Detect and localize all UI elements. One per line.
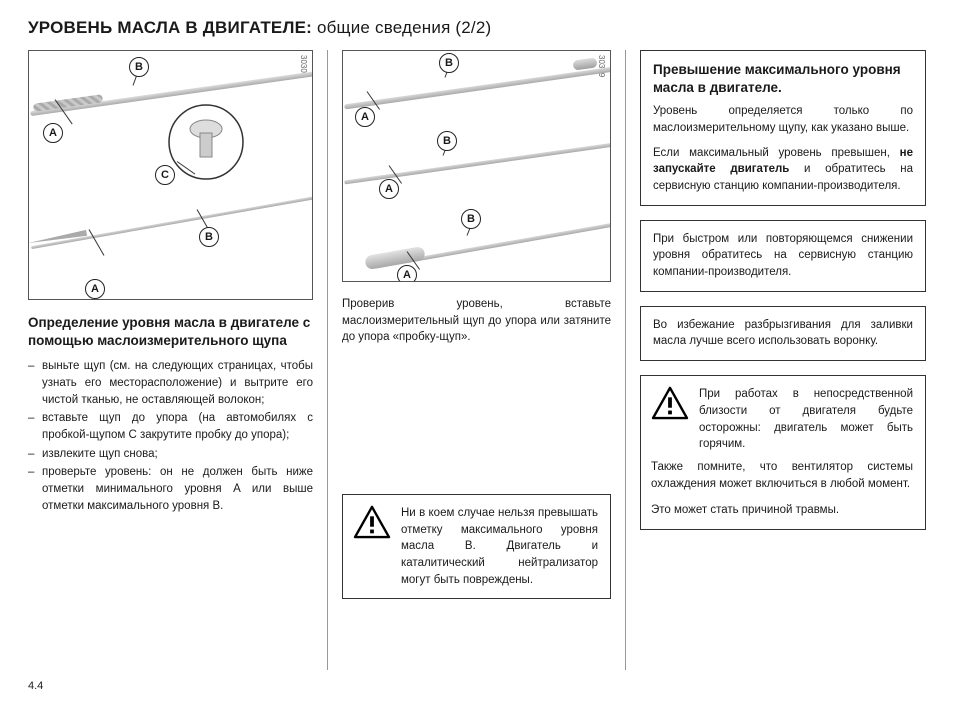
box-funnel: Во избежание разбрызгивания для заливки … (640, 306, 926, 361)
callout-a: A (397, 265, 417, 282)
warning-icon (353, 505, 391, 539)
list-item: проверьте уровень: он не должен быть ниж… (42, 464, 313, 514)
box-rapid-drop: При быстром или повторяющемся снижении у… (640, 220, 926, 292)
list-item: извлеките щуп снова; (42, 446, 313, 463)
box-para: Уровень определяется только по маслоизме… (653, 103, 913, 136)
page-number: 4.4 (28, 680, 43, 692)
figure-1: 30308 A B C A B (28, 50, 313, 300)
columns: 30308 A B C A B Определение уровня (28, 50, 926, 670)
callout-b: B (437, 131, 457, 151)
callout-b: B (199, 227, 219, 247)
page-title: УРОВЕНЬ МАСЛА В ДВИГАТЕЛЕ: общие сведени… (28, 18, 926, 38)
callout-a: A (43, 123, 63, 143)
col1-list: выньте щуп (см. на следующих страницах, … (28, 358, 313, 514)
callout-a: A (85, 279, 105, 299)
col1-subhead: Определение уровня масла в двигателе с п… (28, 314, 313, 350)
figure-2: 30309 A B A B A B (342, 50, 611, 282)
callout-b: B (461, 209, 481, 229)
title-sub: общие сведения (2/2) (317, 18, 491, 37)
callout-a: A (355, 107, 375, 127)
title-main: УРОВЕНЬ МАСЛА В ДВИГАТЕЛЕ: (28, 18, 312, 37)
column-3: Превышение максимального уровня масла в … (626, 50, 926, 670)
callout-b: B (129, 57, 149, 77)
callout-c: C (155, 165, 175, 185)
image-number: 30309 (597, 55, 606, 77)
box-head: Превышение максимального уровня масла в … (653, 61, 913, 97)
list-item: выньте щуп (см. на следующих страницах, … (42, 358, 313, 408)
callout-a: A (379, 179, 399, 199)
list-item: вставьте щуп до упора (на автомобилях с … (42, 410, 313, 443)
warn-para: При работах в непосредственной близости … (699, 386, 913, 453)
warning-box-hot: При работах в непосредственной близости … (640, 375, 926, 530)
col2-para: Проверив уровень, вставьте маслоизмерите… (342, 296, 611, 346)
column-1: 30308 A B C A B Определение уровня (28, 50, 328, 670)
warn-para: Также помните, что вентилятор системы ох… (651, 459, 913, 492)
callout-b: B (439, 53, 459, 73)
inset-icon (167, 103, 245, 181)
warn-text: Ни в коем случае нельзя превышать отметк… (401, 507, 598, 586)
warning-icon (651, 386, 689, 420)
box-exceed: Превышение максимального уровня масла в … (640, 50, 926, 206)
box-text: При быстром или повторяющемся снижении у… (653, 233, 913, 278)
warning-box-max: Ни в коем случае нельзя превышать отметк… (342, 494, 611, 599)
box-text: Во избежание разбрызгивания для заливки … (653, 319, 913, 348)
warn-para: Это может стать причиной травмы. (651, 502, 913, 519)
column-2: 30309 A B A B A B Проверив уровень, вста… (328, 50, 626, 670)
box-para: Если максимальный уровень превышен, не з… (653, 145, 913, 195)
